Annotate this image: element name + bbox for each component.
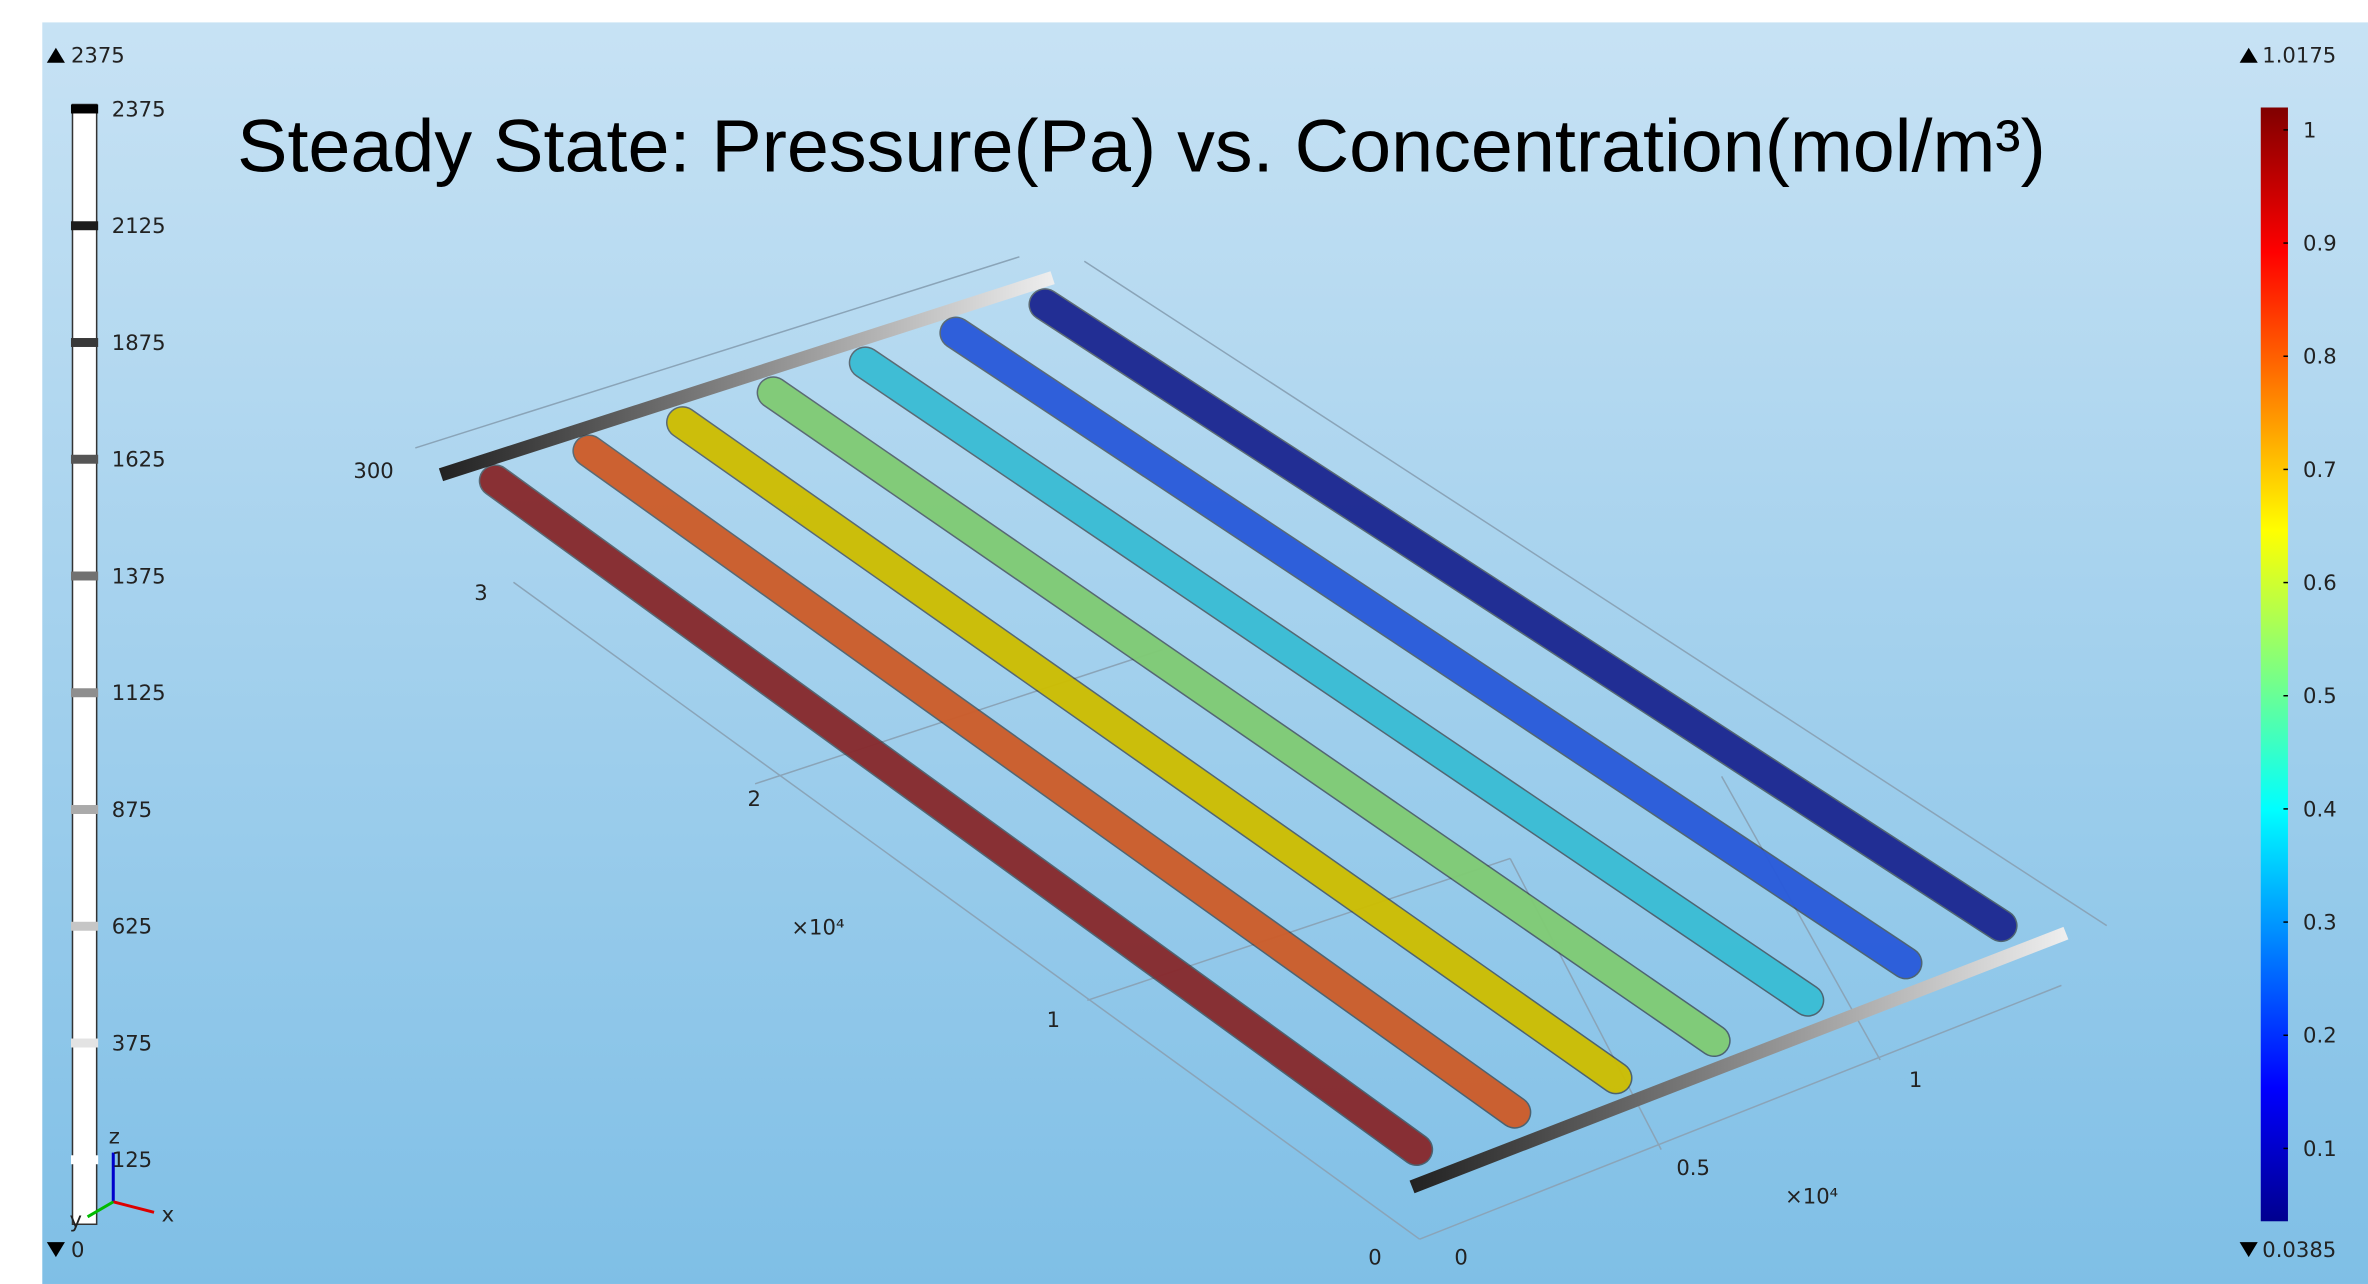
axis-label: 0.5 xyxy=(1676,1155,1710,1180)
axis-label: 300 xyxy=(353,458,393,483)
pressure-tick-label: 2375 xyxy=(112,97,166,122)
pressure-tick xyxy=(71,1155,98,1164)
pressure-tick xyxy=(71,221,98,230)
pressure-tick-label: 1625 xyxy=(112,447,166,472)
colorbar-tick-label: 0.5 xyxy=(2303,683,2337,708)
pressure-tick-label: 2125 xyxy=(112,213,166,238)
pressure-tick-label: 875 xyxy=(112,797,152,822)
pressure-tick xyxy=(71,105,98,114)
background xyxy=(42,22,2368,1284)
pressure-tick xyxy=(71,455,98,464)
colorbar-tick-label: 0.2 xyxy=(2303,1023,2337,1048)
colorbar-tick-label: 0.6 xyxy=(2303,570,2337,595)
triad-y: y xyxy=(69,1207,82,1232)
pressure-max: 2375 xyxy=(71,43,125,68)
axis-label: 3 xyxy=(474,580,487,605)
colorbar-tick-label: 1 xyxy=(2303,117,2316,142)
pressure-tick-label: 375 xyxy=(112,1031,152,1056)
pressure-bar xyxy=(72,105,96,1225)
colorbar-tick-label: 0.3 xyxy=(2303,910,2337,935)
screenshot: 2375 0 1.0175 0.0385 z x y Steady State:… xyxy=(0,0,2368,1284)
colorbar xyxy=(2261,107,2288,1221)
title: Steady State: Pressure(Pa) vs. Concentra… xyxy=(237,104,2046,188)
pressure-tick-label: 625 xyxy=(112,914,152,939)
axis-label: 0 xyxy=(1368,1245,1381,1270)
pressure-tick xyxy=(71,572,98,581)
colorbar-tick-label: 0.7 xyxy=(2303,457,2337,482)
axis-label: 2 xyxy=(748,786,761,811)
page: 2375 0 1.0175 0.0385 z x y Steady State:… xyxy=(0,0,2368,1284)
colorbar-tick-label: 0.9 xyxy=(2303,231,2337,256)
triad-x: x xyxy=(162,1201,175,1226)
colorbar-tick-label: 0.4 xyxy=(2303,796,2337,821)
pressure-min: 0 xyxy=(71,1237,84,1262)
axis-label: ×10⁴ xyxy=(791,915,844,940)
axis-label: ×10⁴ xyxy=(1785,1183,1838,1208)
triad-z: z xyxy=(109,1124,120,1149)
pressure-tick-label: 125 xyxy=(112,1147,152,1172)
axis-label: 0 xyxy=(1454,1245,1467,1270)
colorbar-tick-label: 0.8 xyxy=(2303,344,2337,369)
viewport: 2375 0 1.0175 0.0385 z x y Steady State:… xyxy=(42,22,2368,1284)
axis-label: 1 xyxy=(1047,1007,1060,1032)
pressure-tick-label: 1125 xyxy=(112,680,166,705)
colorbar-tick-label: 0.1 xyxy=(2303,1136,2337,1161)
pressure-tick xyxy=(71,1039,98,1048)
axis-label: 1 xyxy=(1909,1067,1922,1092)
concentration-min: 0.0385 xyxy=(2262,1237,2336,1262)
concentration-max: 1.0175 xyxy=(2262,43,2336,68)
pressure-tick-label: 1375 xyxy=(112,564,166,589)
pressure-tick xyxy=(71,922,98,931)
pressure-tick xyxy=(71,688,98,697)
pressure-tick-label: 1875 xyxy=(112,330,166,355)
pressure-tick xyxy=(71,805,98,814)
pressure-tick xyxy=(71,338,98,347)
